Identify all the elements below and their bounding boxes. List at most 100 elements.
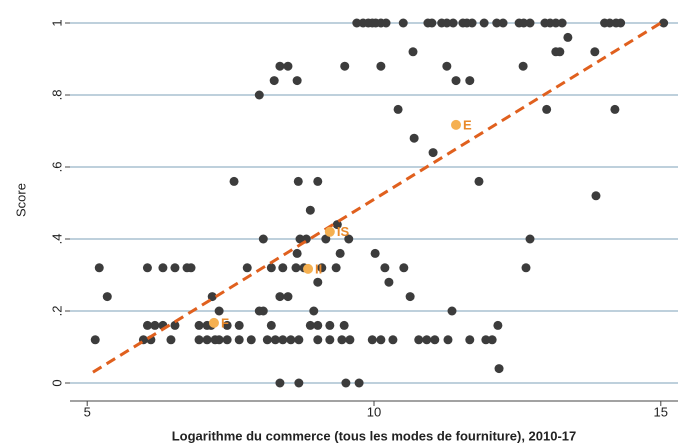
point [291, 263, 301, 273]
point [294, 378, 304, 388]
point [325, 320, 335, 330]
point [380, 263, 390, 273]
point [229, 176, 239, 186]
point [266, 263, 276, 273]
point [542, 104, 552, 114]
point [447, 306, 457, 316]
point [525, 18, 535, 28]
point [414, 335, 424, 345]
point [551, 18, 561, 28]
point [442, 18, 452, 28]
point [443, 335, 453, 345]
y-axis-label: Score [13, 183, 28, 217]
point [616, 18, 626, 28]
highlight-label: IS [337, 224, 350, 239]
point [518, 61, 528, 71]
point [234, 335, 244, 345]
y-tick-label: 0 [49, 379, 64, 386]
highlight-point [324, 226, 335, 237]
highlight-point [451, 119, 462, 130]
y-tick-label: 1 [49, 19, 64, 26]
point [339, 320, 349, 330]
highlight-point [303, 263, 314, 274]
point [166, 335, 176, 345]
point [278, 263, 288, 273]
point [341, 378, 351, 388]
point [331, 263, 341, 273]
point [222, 320, 232, 330]
point [258, 306, 268, 316]
point [321, 234, 331, 244]
point [381, 18, 391, 28]
point [519, 18, 529, 28]
point [278, 335, 288, 345]
x-tick-label: 10 [367, 404, 381, 419]
point [590, 47, 600, 57]
point [246, 335, 256, 345]
point [313, 176, 323, 186]
point [170, 320, 180, 330]
point [102, 292, 112, 302]
highlight-label: F [221, 315, 229, 330]
point [294, 335, 304, 345]
point [430, 335, 440, 345]
point [254, 90, 264, 100]
point [384, 277, 394, 287]
point [90, 335, 100, 345]
point [591, 191, 601, 201]
point [286, 335, 296, 345]
point [270, 335, 280, 345]
point [194, 335, 204, 345]
point [295, 234, 305, 244]
point [465, 335, 475, 345]
point [186, 263, 196, 273]
point [293, 176, 303, 186]
point [275, 378, 285, 388]
trend-line [92, 21, 662, 374]
point [345, 335, 355, 345]
point [142, 320, 152, 330]
point [158, 263, 168, 273]
point [275, 292, 285, 302]
point [492, 18, 502, 28]
point [170, 263, 180, 273]
point [399, 263, 409, 273]
y-tick-label: .2 [49, 306, 64, 317]
point [325, 335, 335, 345]
point [367, 335, 377, 345]
point [313, 320, 323, 330]
point [370, 248, 380, 258]
point [352, 18, 362, 28]
point [405, 292, 415, 302]
point [376, 61, 386, 71]
point [610, 104, 620, 114]
point [494, 364, 504, 374]
point [474, 176, 484, 186]
x-tick-label: 5 [84, 404, 91, 419]
point [313, 277, 323, 287]
y-tick-label: .4 [49, 234, 64, 245]
point [428, 148, 438, 158]
point [202, 335, 212, 345]
point [398, 18, 408, 28]
point [207, 292, 217, 302]
point [340, 61, 350, 71]
point [242, 263, 252, 273]
point [465, 76, 475, 86]
x-tick-label: 15 [654, 404, 668, 419]
point [94, 263, 104, 273]
point [266, 320, 276, 330]
point [214, 335, 224, 345]
point [354, 378, 364, 388]
point [451, 76, 461, 86]
point [448, 18, 458, 28]
point [335, 248, 345, 258]
point [142, 263, 152, 273]
point [659, 18, 669, 28]
point [498, 18, 508, 28]
point [317, 263, 327, 273]
highlight-label: II [315, 261, 322, 276]
point [408, 47, 418, 57]
point [305, 320, 315, 330]
